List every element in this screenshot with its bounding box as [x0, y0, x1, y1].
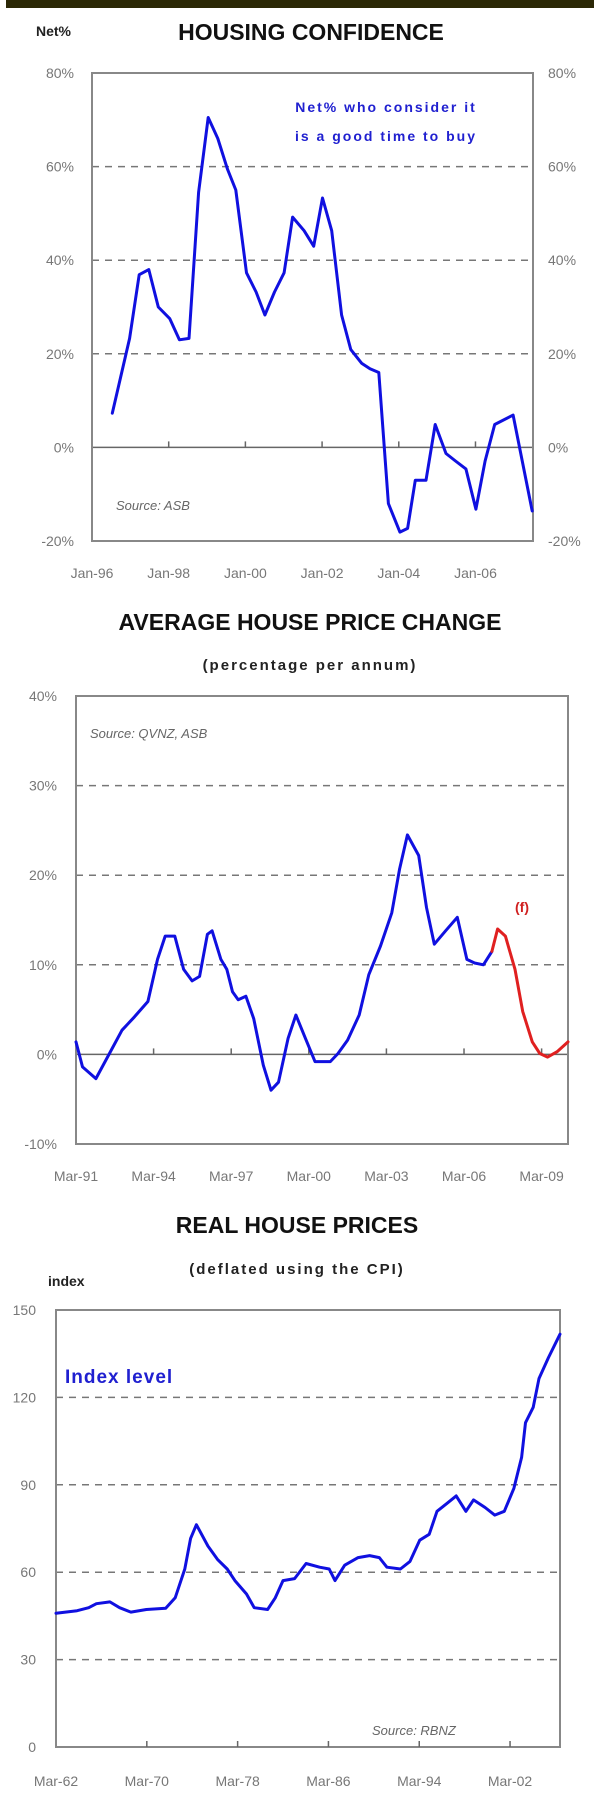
y-tick-label: -20% — [41, 533, 74, 549]
x-tick-label: Mar-62 — [34, 1773, 79, 1789]
x-tick-label: Mar-02 — [488, 1773, 533, 1789]
y-tick-label-right: 20% — [548, 346, 576, 362]
plot-frame — [55, 1309, 561, 1748]
y-tick-label: 60% — [46, 159, 74, 175]
y-tick-label: 40% — [29, 688, 57, 704]
x-tick-label: Jan-98 — [147, 565, 190, 581]
x-tick-label: Mar-97 — [209, 1168, 254, 1184]
forecast-series-line — [490, 927, 570, 1059]
y-tick-label: 150 — [13, 1302, 37, 1318]
x-tick-label: Mar-03 — [364, 1168, 409, 1184]
y-tick-label: 90 — [20, 1477, 36, 1493]
y-tick-label: 120 — [13, 1389, 37, 1405]
y-tick-label: 30 — [20, 1652, 36, 1668]
y-tick-label: 20% — [29, 867, 57, 883]
series-line — [110, 116, 534, 534]
y-tick-label: 10% — [29, 957, 57, 973]
y-tick-label-right: 0% — [548, 439, 568, 455]
x-tick-label: Mar-00 — [287, 1168, 332, 1184]
source-note: Source: ASB — [116, 498, 190, 513]
source-note: Source: RBNZ — [372, 1723, 457, 1738]
y-axis-unit-label: Net% — [36, 23, 72, 39]
y-tick-label: 60 — [20, 1564, 36, 1580]
forecast-label: (f) — [515, 899, 529, 915]
x-tick-label: Mar-91 — [54, 1168, 99, 1184]
x-tick-label: Jan-96 — [71, 565, 114, 581]
series-line — [74, 833, 494, 1092]
chart-subtitle: (percentage per annum) — [203, 657, 418, 674]
chart-title: HOUSING CONFIDENCE — [178, 19, 444, 45]
chart-subtitle: (deflated using the CPI) — [189, 1261, 405, 1278]
y-tick-label-right: 40% — [548, 252, 576, 268]
y-tick-label: 30% — [29, 778, 57, 794]
y-tick-label: 0 — [28, 1739, 36, 1755]
chart-2: AVERAGE HOUSE PRICE CHANGE (percentage pe… — [24, 609, 570, 1184]
x-tick-label: Mar-78 — [215, 1773, 260, 1789]
series-annotation: Index level — [65, 1367, 173, 1388]
x-tick-label: Mar-06 — [442, 1168, 487, 1184]
chart-title: AVERAGE HOUSE PRICE CHANGE — [119, 609, 502, 635]
x-tick-label: Mar-94 — [397, 1773, 442, 1789]
y-tick-label: 40% — [46, 252, 74, 268]
y-tick-label: 0% — [37, 1046, 57, 1062]
header-bar — [6, 0, 594, 8]
y-tick-label: 20% — [46, 346, 74, 362]
x-tick-label: Jan-00 — [224, 565, 267, 581]
y-tick-label-right: 80% — [548, 65, 576, 81]
chart-3: REAL HOUSE PRICES (deflated using the CPI… — [13, 1212, 562, 1789]
source-note: Source: QVNZ, ASB — [90, 726, 208, 741]
y-tick-label-right: 60% — [548, 159, 576, 175]
y-tick-label: 80% — [46, 65, 74, 81]
x-tick-label: Mar-09 — [519, 1168, 564, 1184]
series-annotation: is a good time to buy — [295, 128, 477, 144]
series-annotation: Net% who consider it — [295, 99, 477, 115]
y-tick-label: -10% — [24, 1136, 57, 1152]
chart-title: REAL HOUSE PRICES — [176, 1212, 418, 1238]
x-tick-label: Jan-02 — [301, 565, 344, 581]
y-tick-label: 0% — [54, 439, 74, 455]
series-line — [54, 1332, 562, 1615]
x-tick-label: Mar-86 — [306, 1773, 351, 1789]
chart-1: HOUSING CONFIDENCE Net% 80% 80% 60% 60% 40% 40%… — [36, 19, 581, 581]
plot-frame — [75, 695, 569, 1145]
y-axis-unit-label: index — [48, 1273, 85, 1289]
y-tick-label-right: -20% — [548, 533, 581, 549]
x-tick-label: Mar-70 — [125, 1773, 170, 1789]
plot-frame — [91, 72, 534, 542]
x-tick-label: Jan-04 — [377, 565, 420, 581]
x-tick-label: Mar-94 — [131, 1168, 176, 1184]
x-tick-label: Jan-06 — [454, 565, 497, 581]
